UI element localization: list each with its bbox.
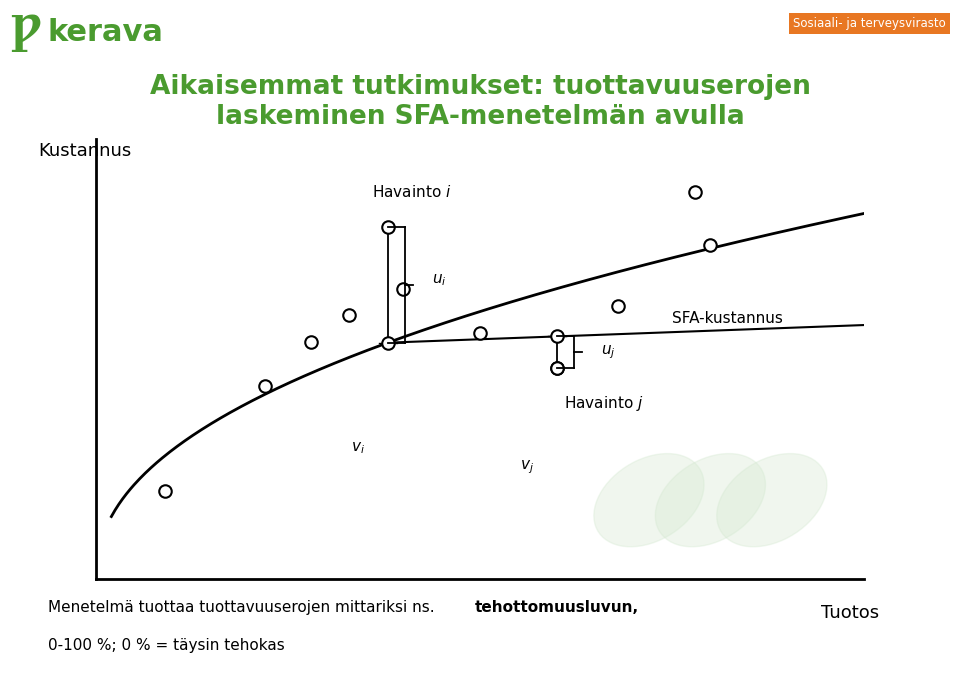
Text: $u_j$: $u_j$ — [601, 344, 615, 361]
Ellipse shape — [594, 454, 704, 547]
Text: Kustannus: Kustannus — [38, 142, 132, 160]
Ellipse shape — [656, 454, 765, 547]
Text: Tuotos: Tuotos — [821, 604, 879, 622]
Text: Sosiaali- ja terveysvirasto: Sosiaali- ja terveysvirasto — [793, 17, 946, 31]
Text: tehottomuusluvun,: tehottomuusluvun, — [475, 600, 639, 616]
Text: kerava: kerava — [47, 19, 163, 47]
Text: Ƿ: Ƿ — [10, 14, 40, 52]
Text: 0-100 %; 0 % = täysin tehokas: 0-100 %; 0 % = täysin tehokas — [48, 638, 285, 654]
Text: $v_i$: $v_i$ — [350, 440, 365, 456]
Text: $u_i$: $u_i$ — [432, 273, 446, 288]
Text: laskeminen SFA-menetelmän avulla: laskeminen SFA-menetelmän avulla — [216, 103, 744, 130]
Text: SFA-kustannus: SFA-kustannus — [672, 310, 782, 325]
Text: Menetelmä tuottaa tuottavuuserojen mittariksi ns.: Menetelmä tuottaa tuottavuuserojen mitta… — [48, 600, 440, 616]
Text: Havainto $i$: Havainto $i$ — [372, 185, 452, 201]
Text: Havainto $j$: Havainto $j$ — [564, 394, 644, 414]
Ellipse shape — [717, 454, 827, 547]
Text: $v_j$: $v_j$ — [519, 458, 534, 475]
Text: Aikaisemmat tutkimukset: tuottavuuserojen: Aikaisemmat tutkimukset: tuottavuuseroje… — [150, 74, 810, 100]
